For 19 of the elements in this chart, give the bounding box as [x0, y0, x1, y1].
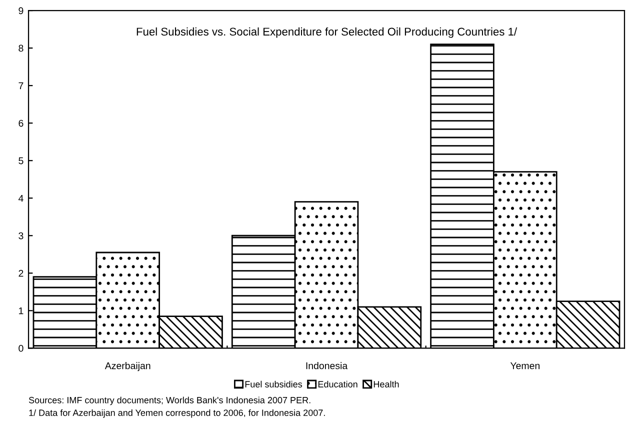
y-tick-label: 6	[18, 120, 24, 127]
y-tick-label: 1	[19, 307, 24, 314]
legend-label: Education	[318, 380, 358, 388]
y-tick-label: 3	[18, 232, 24, 240]
x-tick-label: Yemen	[510, 362, 540, 370]
y-tick-label: 9	[18, 7, 24, 14]
legend-label: Health	[374, 380, 399, 388]
y-tick-label: 2	[18, 270, 24, 277]
y-tick-label: 8	[18, 44, 24, 52]
source-note: Sources: IMF country documents; Worlds Bank's Indonesia 2007 PER.	[28, 396, 310, 406]
y-tick-label: 0	[18, 344, 24, 352]
y-tick-label: 5	[18, 157, 24, 164]
y-tick-label: 4	[18, 194, 24, 202]
x-tick-label: Indonesia	[306, 362, 348, 370]
text: Fuel Subsidies vs. Social Expenditure for Selected Oil Producing Countries 1/	[136, 27, 518, 38]
x-tick-label: Azerbaijan	[104, 362, 150, 372]
text: 1/ Data for Azerbaijan and Yemen correspond to 2006, for Indonesia 2007.	[29, 409, 325, 418]
y-tick-label: 7	[18, 82, 24, 90]
legend-label: Fuel subsidies	[245, 380, 302, 388]
